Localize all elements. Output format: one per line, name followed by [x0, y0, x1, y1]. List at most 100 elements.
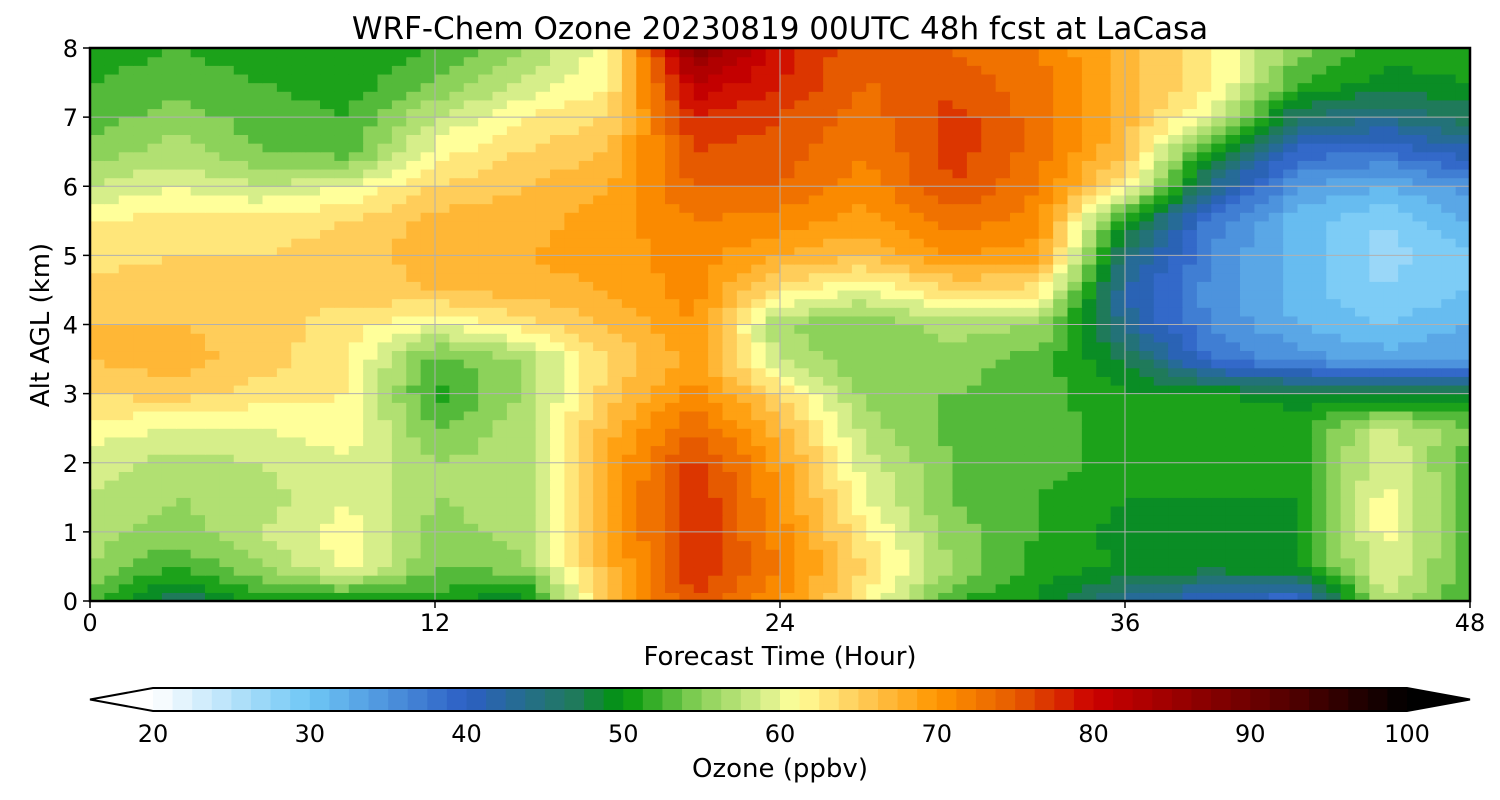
- heatmap-cell: [104, 229, 120, 239]
- heatmap-cell: [736, 341, 752, 352]
- heatmap-cell: [1110, 177, 1126, 187]
- heatmap-cell: [1311, 436, 1327, 447]
- heatmap-cell: [1340, 445, 1356, 455]
- heatmap-cell: [104, 393, 120, 403]
- heatmap-cell: [1441, 393, 1457, 403]
- heatmap-cell: [1254, 549, 1270, 559]
- heatmap-cell: [1067, 281, 1083, 291]
- heatmap-cell: [938, 462, 954, 472]
- heatmap-cell: [161, 436, 177, 447]
- heatmap-cell: [1355, 238, 1370, 248]
- heatmap-cell: [262, 566, 278, 576]
- heatmap-cell: [550, 350, 565, 360]
- heatmap-cell: [866, 160, 882, 170]
- heatmap-cell: [205, 264, 220, 274]
- heatmap-cell: [334, 488, 350, 498]
- heatmap-cell: [981, 540, 997, 550]
- heatmap-cell: [593, 583, 609, 593]
- heatmap-cell: [190, 333, 206, 343]
- heatmap-cell: [104, 160, 120, 170]
- heatmap-cell: [1383, 289, 1399, 300]
- heatmap-cell: [851, 505, 867, 516]
- heatmap-cell: [665, 281, 680, 291]
- heatmap-cell: [1383, 531, 1399, 542]
- heatmap-cell: [866, 436, 882, 447]
- heatmap-cell: [1340, 488, 1356, 498]
- heatmap-cell: [1139, 333, 1155, 343]
- heatmap-cell: [1225, 497, 1241, 507]
- heatmap-cell: [1441, 160, 1457, 170]
- heatmap-cell: [420, 324, 436, 334]
- heatmap-cell: [794, 497, 810, 507]
- heatmap-cell: [90, 160, 105, 170]
- heatmap-cell: [521, 523, 537, 533]
- heatmap-cell: [1254, 350, 1270, 360]
- heatmap-cell: [636, 592, 652, 601]
- heatmap-cell: [751, 186, 767, 196]
- heatmap-cell: [1182, 393, 1198, 403]
- heatmap-cell: [1268, 324, 1284, 334]
- heatmap-cell: [679, 151, 695, 161]
- heatmap-cell: [1225, 583, 1241, 593]
- heatmap-cell: [348, 307, 364, 317]
- heatmap-cell: [1168, 186, 1184, 196]
- heatmap-cell: [693, 505, 709, 516]
- heatmap-cell: [1053, 540, 1069, 550]
- heatmap-cell: [895, 212, 910, 222]
- heatmap-cell: [1125, 592, 1140, 601]
- heatmap-cell: [291, 436, 307, 447]
- heatmap-cell: [248, 462, 264, 472]
- heatmap-cell: [765, 549, 781, 559]
- heatmap-cell: [650, 376, 666, 386]
- heatmap-cell: [492, 454, 508, 464]
- heatmap-cell: [1139, 540, 1155, 550]
- heatmap-cell: [219, 523, 235, 533]
- heatmap-cell: [205, 151, 220, 161]
- heatmap-cell: [463, 160, 479, 170]
- heatmap-cell: [808, 238, 824, 248]
- heatmap-cell: [1125, 480, 1140, 490]
- heatmap-cell: [1311, 402, 1327, 412]
- heatmap-cell: [248, 575, 264, 585]
- heatmap-cell: [1383, 557, 1399, 568]
- heatmap-cell: [708, 289, 724, 300]
- heatmap-cell: [1326, 557, 1342, 568]
- heatmap-cell: [751, 592, 767, 601]
- heatmap-cell: [1297, 298, 1313, 308]
- heatmap-cell: [161, 203, 177, 213]
- heatmap-cell: [521, 212, 537, 222]
- heatmap-cell: [478, 186, 494, 196]
- heatmap-cell: [406, 549, 422, 559]
- heatmap-cell: [621, 160, 637, 170]
- heatmap-cell: [1355, 272, 1370, 282]
- heatmap-cell: [550, 186, 565, 196]
- heatmap-cell: [837, 497, 853, 507]
- heatmap-cell: [1096, 428, 1112, 438]
- heatmap-cell: [736, 186, 752, 196]
- heatmap-cell: [363, 203, 379, 213]
- heatmap-cell: [808, 592, 824, 601]
- heatmap-cell: [952, 436, 968, 447]
- heatmap-cell: [1182, 471, 1198, 481]
- heatmap-cell: [1153, 212, 1169, 222]
- heatmap-cell: [866, 376, 882, 386]
- heatmap-cell: [334, 255, 350, 265]
- heatmap-cell: [880, 540, 896, 550]
- heatmap-cell: [765, 350, 781, 360]
- heatmap-cell: [938, 359, 954, 369]
- heatmap-cell: [1297, 307, 1313, 317]
- heatmap-cell: [1053, 298, 1069, 308]
- heatmap-cell: [866, 246, 882, 256]
- heatmap-cell: [665, 575, 680, 585]
- heatmap-cell: [794, 315, 810, 326]
- heatmap-cell: [981, 255, 997, 265]
- heatmap-cell: [823, 575, 839, 585]
- heatmap-cell: [780, 549, 795, 559]
- heatmap-cell: [1398, 436, 1414, 447]
- heatmap-cell: [1153, 359, 1169, 369]
- heatmap-cell: [1168, 384, 1184, 395]
- heatmap-cell: [765, 203, 781, 213]
- heatmap-cell: [981, 246, 997, 256]
- heatmap-cell: [1441, 505, 1457, 516]
- heatmap-cell: [348, 505, 364, 516]
